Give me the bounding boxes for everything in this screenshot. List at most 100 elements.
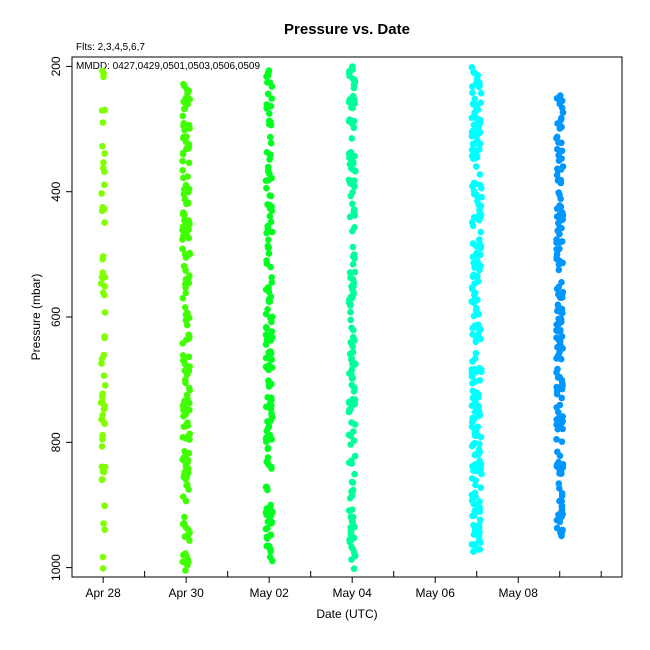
data-point-flight-2 [180,133,187,141]
data-point-flight-5 [468,402,476,410]
data-point-flight-4 [351,384,358,392]
data-point-flight-4 [349,545,357,553]
data-point-flight-3 [263,73,270,80]
data-point-flight-2 [179,167,186,174]
data-point-flight-3 [264,524,271,532]
data-point-flight-4 [349,342,356,350]
data-point-flight-5 [477,228,485,236]
data-point-flight-5 [469,380,476,387]
data-point-flight-5 [469,285,476,293]
data-point-flight-4 [348,324,355,332]
data-point-flight-2 [182,254,190,261]
data-point-flight-2 [181,448,188,455]
data-point-flight-4 [347,316,355,324]
data-point-flight-4 [345,507,353,514]
data-point-flight-1 [99,476,106,483]
data-point-flight-5 [469,331,476,338]
data-point-flight-1 [101,402,108,410]
data-point-flight-4 [346,399,353,407]
data-point-flight-4 [350,437,358,444]
data-point-flight-4 [347,180,354,187]
flights-note: Flts: 2,3,4,5,6,7 [76,42,145,53]
data-point-flight-3 [262,177,270,184]
data-point-flight-5 [472,349,480,357]
data-point-flight-2 [185,432,192,439]
data-point-flight-5 [472,432,479,440]
data-point-flight-5 [477,116,484,124]
x-tick-label: May 06 [416,586,456,600]
data-point-flight-3 [265,377,272,385]
data-point-flight-5 [469,240,477,247]
data-point-flight-5 [470,214,478,221]
data-point-flight-4 [347,432,355,440]
data-point-flight-5 [476,546,484,553]
data-point-flight-1 [100,159,107,166]
data-point-flight-5 [471,70,479,77]
data-point-flight-3 [268,520,275,527]
data-point-flight-2 [180,120,188,127]
data-point-flight-2 [179,352,187,359]
data-point-flight-4 [346,350,354,358]
data-point-flight-4 [346,494,354,502]
data-point-flight-3 [264,222,272,230]
data-point-flight-2 [183,482,190,489]
data-point-flight-4 [348,375,356,382]
data-point-flight-5 [476,181,484,189]
data-point-flight-4 [348,516,356,523]
data-point-flight-2 [179,236,186,243]
data-point-flight-1 [101,382,109,389]
data-point-flight-6 [556,191,563,199]
data-point-flight-4 [347,302,354,309]
data-point-flight-5 [471,510,479,517]
data-point-flight-3 [266,170,273,178]
data-point-flight-2 [179,402,187,409]
data-point-flight-6 [553,524,561,532]
data-point-flight-6 [556,257,564,265]
data-point-flight-4 [346,269,354,276]
data-point-flight-5 [472,477,480,484]
data-point-flight-6 [556,239,564,246]
data-point-flight-6 [556,328,564,335]
data-point-flight-5 [476,411,484,419]
data-point-flight-4 [351,452,359,460]
data-point-flight-5 [468,497,476,504]
data-point-flight-3 [266,298,274,305]
data-point-flight-1 [101,420,108,428]
data-point-flight-4 [348,419,355,426]
data-point-flight-5 [471,322,479,329]
data-point-flight-1 [98,107,106,114]
data-point-flight-1 [99,390,106,398]
data-point-flight-6 [557,294,564,302]
data-point-flight-5 [477,539,484,546]
data-point-flight-2 [181,82,188,90]
data-point-flight-6 [555,414,563,422]
data-point-flight-3 [266,212,274,220]
data-point-flight-5 [471,280,478,287]
data-point-flight-3 [268,203,275,210]
data-point-flight-6 [555,214,563,221]
data-point-flight-2 [179,210,187,218]
data-point-flight-1 [99,431,106,439]
data-point-flight-1 [101,526,108,533]
data-point-flight-2 [182,231,190,238]
data-point-flight-2 [185,145,192,152]
data-point-flight-5 [472,451,479,458]
data-point-flight-5 [473,307,480,315]
data-point-flight-6 [558,530,565,538]
data-point-flight-2 [182,379,189,387]
x-tick-label: May 02 [249,586,289,600]
data-point-flight-5 [472,163,480,170]
data-point-flight-4 [351,268,359,276]
data-point-flight-5 [474,197,481,205]
data-point-flight-5 [476,457,483,465]
data-point-flight-6 [558,139,565,147]
data-point-flight-5 [468,541,476,548]
data-point-flight-3 [263,331,271,339]
data-point-flight-5 [472,272,479,280]
data-point-flight-6 [558,147,566,155]
data-point-flight-4 [348,457,355,465]
data-point-flight-3 [265,250,273,257]
data-point-flight-4 [350,283,357,290]
data-point-flight-6 [556,224,563,231]
